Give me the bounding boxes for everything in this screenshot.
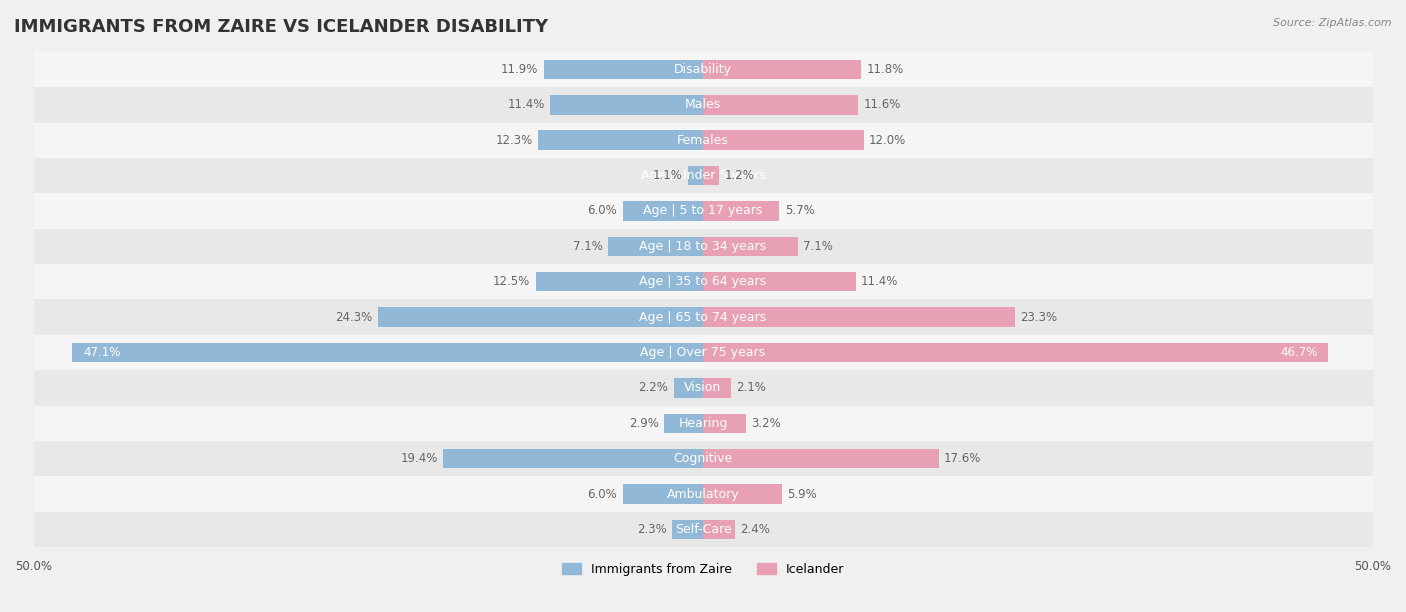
Text: 24.3%: 24.3% bbox=[335, 311, 373, 324]
Text: Age | Under 5 years: Age | Under 5 years bbox=[641, 169, 765, 182]
Text: Vision: Vision bbox=[685, 381, 721, 394]
Bar bbox=[703, 130, 863, 150]
Bar bbox=[34, 299, 1372, 335]
Legend: Immigrants from Zaire, Icelander: Immigrants from Zaire, Icelander bbox=[557, 558, 849, 581]
Bar bbox=[673, 378, 703, 398]
Text: 12.3%: 12.3% bbox=[496, 133, 533, 147]
Bar bbox=[443, 449, 703, 468]
Text: Self-Care: Self-Care bbox=[675, 523, 731, 536]
Bar bbox=[34, 370, 1372, 406]
Text: 11.4%: 11.4% bbox=[860, 275, 898, 288]
Text: 1.2%: 1.2% bbox=[724, 169, 754, 182]
Bar bbox=[34, 406, 1372, 441]
Bar bbox=[34, 512, 1372, 547]
Text: Age | 35 to 64 years: Age | 35 to 64 years bbox=[640, 275, 766, 288]
Text: 19.4%: 19.4% bbox=[401, 452, 437, 465]
Text: 6.0%: 6.0% bbox=[588, 204, 617, 217]
Text: Disability: Disability bbox=[673, 63, 733, 76]
Text: 11.6%: 11.6% bbox=[863, 99, 901, 111]
Bar bbox=[623, 484, 703, 504]
Text: Hearing: Hearing bbox=[678, 417, 728, 430]
Text: 2.3%: 2.3% bbox=[637, 523, 666, 536]
Bar bbox=[34, 52, 1372, 87]
Text: Age | 5 to 17 years: Age | 5 to 17 years bbox=[644, 204, 762, 217]
Text: 2.1%: 2.1% bbox=[737, 381, 766, 394]
Bar bbox=[72, 343, 703, 362]
Text: Source: ZipAtlas.com: Source: ZipAtlas.com bbox=[1274, 18, 1392, 28]
Bar bbox=[703, 237, 799, 256]
Text: 47.1%: 47.1% bbox=[83, 346, 121, 359]
Text: 17.6%: 17.6% bbox=[943, 452, 981, 465]
Bar bbox=[34, 158, 1372, 193]
Bar bbox=[607, 237, 703, 256]
Text: Age | Over 75 years: Age | Over 75 years bbox=[641, 346, 765, 359]
Bar bbox=[703, 307, 1015, 327]
Text: 50.0%: 50.0% bbox=[15, 559, 52, 573]
Bar bbox=[378, 307, 703, 327]
Bar bbox=[34, 193, 1372, 229]
Text: 1.1%: 1.1% bbox=[652, 169, 683, 182]
Bar bbox=[623, 201, 703, 221]
Text: Age | 18 to 34 years: Age | 18 to 34 years bbox=[640, 240, 766, 253]
Bar bbox=[550, 95, 703, 114]
Bar bbox=[34, 122, 1372, 158]
Text: 7.1%: 7.1% bbox=[572, 240, 603, 253]
Text: 3.2%: 3.2% bbox=[751, 417, 780, 430]
Text: Age | 65 to 74 years: Age | 65 to 74 years bbox=[640, 311, 766, 324]
Bar bbox=[536, 272, 703, 291]
Bar bbox=[703, 343, 1329, 362]
Bar bbox=[703, 449, 939, 468]
Bar bbox=[703, 201, 779, 221]
Text: 6.0%: 6.0% bbox=[588, 488, 617, 501]
Bar bbox=[703, 95, 858, 114]
Text: 11.4%: 11.4% bbox=[508, 99, 546, 111]
Text: 11.8%: 11.8% bbox=[866, 63, 904, 76]
Bar bbox=[664, 414, 703, 433]
Bar bbox=[703, 414, 745, 433]
Bar bbox=[703, 272, 856, 291]
Text: 12.5%: 12.5% bbox=[494, 275, 530, 288]
Text: 5.9%: 5.9% bbox=[787, 488, 817, 501]
Bar bbox=[538, 130, 703, 150]
Bar bbox=[34, 476, 1372, 512]
Text: 7.1%: 7.1% bbox=[803, 240, 834, 253]
Bar bbox=[34, 441, 1372, 476]
Text: 2.9%: 2.9% bbox=[628, 417, 659, 430]
Bar bbox=[689, 166, 703, 185]
Text: 12.0%: 12.0% bbox=[869, 133, 907, 147]
Bar bbox=[34, 264, 1372, 299]
Bar bbox=[703, 378, 731, 398]
Text: 23.3%: 23.3% bbox=[1021, 311, 1057, 324]
Text: 5.7%: 5.7% bbox=[785, 204, 814, 217]
Text: Cognitive: Cognitive bbox=[673, 452, 733, 465]
Bar bbox=[34, 229, 1372, 264]
Text: Males: Males bbox=[685, 99, 721, 111]
Text: 11.9%: 11.9% bbox=[501, 63, 538, 76]
Text: Ambulatory: Ambulatory bbox=[666, 488, 740, 501]
Bar bbox=[544, 60, 703, 79]
Bar bbox=[703, 60, 860, 79]
Bar bbox=[34, 87, 1372, 122]
Text: Females: Females bbox=[678, 133, 728, 147]
Bar bbox=[703, 520, 735, 539]
Text: 2.4%: 2.4% bbox=[741, 523, 770, 536]
Bar bbox=[703, 166, 718, 185]
Bar bbox=[672, 520, 703, 539]
Text: IMMIGRANTS FROM ZAIRE VS ICELANDER DISABILITY: IMMIGRANTS FROM ZAIRE VS ICELANDER DISAB… bbox=[14, 18, 548, 36]
Bar bbox=[34, 335, 1372, 370]
Text: 2.2%: 2.2% bbox=[638, 381, 668, 394]
Bar bbox=[703, 484, 782, 504]
Text: 50.0%: 50.0% bbox=[1354, 559, 1391, 573]
Text: 46.7%: 46.7% bbox=[1281, 346, 1317, 359]
